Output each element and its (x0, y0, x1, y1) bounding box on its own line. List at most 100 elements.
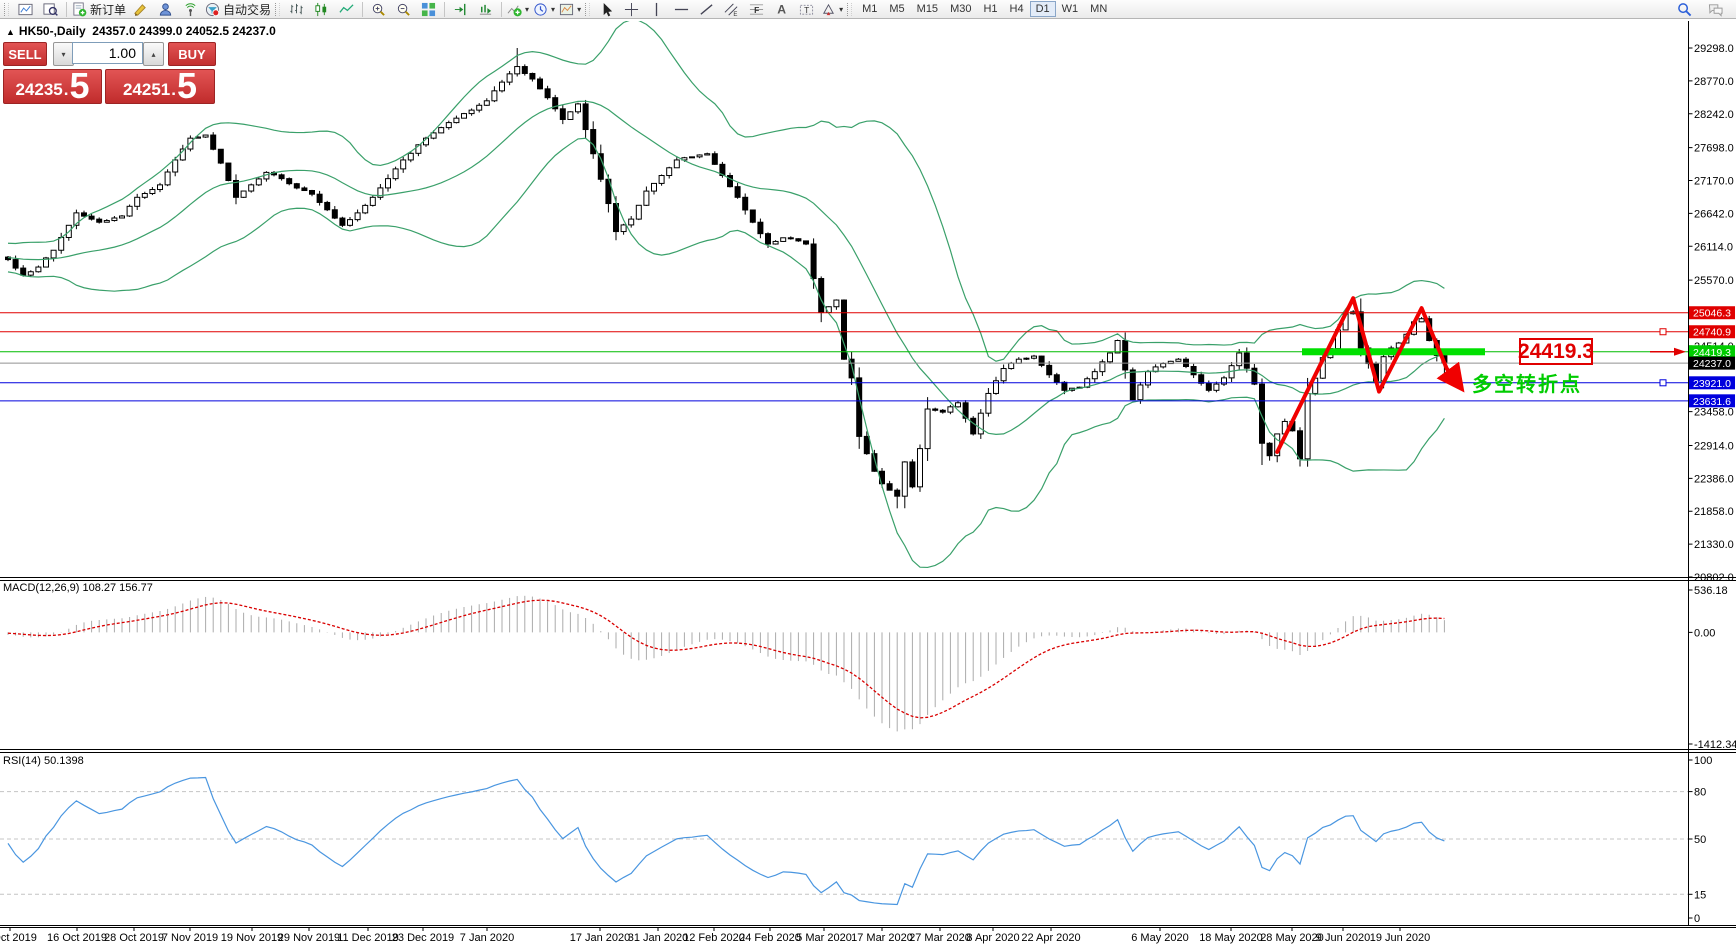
auto-trading-label: 自动交易 (223, 2, 272, 17)
volume-input[interactable]: 1.00 (72, 42, 143, 64)
clock-icon (533, 2, 548, 17)
trendline-tool-button[interactable] (694, 1, 719, 18)
macd-axis-label: 0.00 (1694, 627, 1715, 639)
main-toolbar: 新订单 自动交易 ▾ ▾ ▾ E F A T ▾ M1 M5 M15 M30 H1 H4 D1 W1 MN (0, 0, 1736, 19)
sell-price-button[interactable]: 24235. 5 (3, 65, 102, 107)
price-tick-label: 21330.0 (1694, 539, 1734, 551)
buy-button[interactable]: BUY (168, 42, 216, 66)
periods-dropdown-icon[interactable]: ▾ (551, 4, 556, 14)
price-label-text: 24419.3 (1693, 347, 1731, 359)
price-label-text: 23631.6 (1693, 396, 1731, 408)
turning-point-annotation[interactable]: 多空转折点 (1472, 374, 1582, 396)
equidistant-channel-tool-button[interactable]: E (719, 1, 744, 18)
timeframe-m30-button[interactable]: M30 (950, 3, 972, 15)
new-order-button[interactable]: 新订单 (70, 1, 128, 18)
text-tool-button[interactable]: A (769, 1, 794, 18)
price-tick-label: 29298.0 (1694, 43, 1734, 55)
tline-icon (699, 2, 714, 17)
date-tick-label: 12 Feb 2020 (683, 932, 745, 944)
label-icon: T (799, 2, 814, 17)
volume-increase-button[interactable]: ▴ (143, 42, 164, 66)
signal-icon (183, 2, 198, 17)
macd-panel[interactable] (7, 595, 1445, 732)
tile-windows-button[interactable] (416, 1, 441, 18)
zoom-out-button[interactable] (391, 1, 416, 18)
sell-price-pips: 5 (69, 65, 90, 107)
ohlc-values: 24357.0 24399.0 24052.5 24237.0 (92, 24, 276, 38)
price-label-box (1689, 376, 1735, 390)
price-label-box (1689, 306, 1735, 320)
timeframe-m15-button[interactable]: M15 (916, 3, 939, 15)
crosshair-icon (624, 2, 639, 17)
price-callout-label[interactable]: 24419.3 (1518, 338, 1594, 365)
macd-axis-label: -1412.34 (1694, 739, 1736, 751)
line-chart-mode-button[interactable] (334, 1, 359, 18)
price-tick-label: 25570.0 (1694, 275, 1734, 287)
timeframe-m5-button[interactable]: M5 (889, 3, 905, 15)
arrows-tool-dropdown-icon[interactable]: ▾ (839, 4, 844, 14)
cursor-button[interactable] (594, 1, 619, 18)
support-highlight-bar[interactable] (1302, 348, 1485, 356)
styler-button[interactable] (128, 1, 153, 18)
timeframe-d1-button[interactable]: D1 (1029, 1, 1056, 17)
text-label-tool-button[interactable]: T (794, 1, 819, 18)
buy-price-pips: 5 (176, 65, 198, 107)
chart-shift-button[interactable] (448, 1, 473, 18)
panel-collapse-icon[interactable]: ▲ (6, 27, 15, 37)
vertical-line-tool-button[interactable] (644, 1, 669, 18)
candles-icon (314, 2, 329, 17)
rsi-axis-label: 100 (1694, 755, 1712, 767)
price-label-box (1689, 394, 1735, 408)
macd-indicator-label: MACD(12,26,9) 108.27 156.77 (3, 582, 153, 594)
date-tick-label: 16 Oct 2019 (47, 932, 107, 944)
data-window-button[interactable] (38, 1, 63, 18)
price-axis[interactable]: 29298.0 28770.0 28242.0 27698.0 27170.0 26642… (1688, 43, 1736, 925)
templates-button[interactable]: ▾ (557, 1, 583, 18)
date-tick-label: 11 Dec 2019 (337, 932, 399, 944)
bar-chart-mode-button[interactable] (284, 1, 309, 18)
timeframe-w1-button[interactable]: W1 (1061, 3, 1079, 15)
macd-axis-label: 536.18 (1694, 585, 1728, 597)
charts-list-button[interactable] (13, 1, 38, 18)
toolbar-drag-handle (275, 2, 281, 16)
crosshair-button[interactable] (619, 1, 644, 18)
volume-decrease-button[interactable]: ▾ (53, 42, 74, 66)
auto-trading-button[interactable]: 自动交易 (203, 1, 273, 18)
chat-button[interactable] (1703, 1, 1728, 18)
indicators-button[interactable]: ▾ (505, 1, 531, 18)
chartlist-icon (18, 2, 33, 17)
zigzag-annotation[interactable] (1275, 296, 1449, 454)
candlestick-mode-button[interactable] (309, 1, 334, 18)
expert-advisors-button[interactable] (153, 1, 178, 18)
auto-scroll-button[interactable] (473, 1, 498, 18)
date-tick-label: 23 Dec 2019 (392, 932, 454, 944)
rsi-panel[interactable] (0, 776, 1689, 906)
hline-handle (1659, 328, 1667, 336)
date-tick-label: 19 Jun 2020 (1370, 932, 1431, 944)
timeframe-h1-button[interactable]: H1 (983, 3, 998, 15)
arrows-tool-button[interactable]: ▾ (819, 1, 845, 18)
templates-dropdown-icon[interactable]: ▾ (577, 4, 582, 14)
main-chart-panel[interactable] (0, 20, 1689, 569)
arrows-icon (821, 2, 836, 17)
date-tick-label: 4 Oct 2019 (0, 932, 37, 944)
indicators-dropdown-icon[interactable]: ▾ (525, 4, 530, 14)
timeframe-mn-button[interactable]: MN (1090, 3, 1108, 15)
fibonacci-tool-button[interactable]: F (744, 1, 769, 18)
buy-price-button[interactable]: 24251. 5 (105, 65, 215, 107)
horizontal-line-tool-button[interactable] (669, 1, 694, 18)
search-button[interactable] (1672, 1, 1697, 18)
zoom-in-button[interactable] (366, 1, 391, 18)
timeframe-h4-button[interactable]: H4 (1009, 3, 1024, 15)
timeframe-m1-button[interactable]: M1 (862, 3, 878, 15)
signals-button[interactable] (178, 1, 203, 18)
autoscroll-icon (478, 2, 493, 17)
text-icon: A (774, 2, 789, 17)
sell-button[interactable]: SELL (3, 42, 47, 66)
date-tick-label: 9 Jun 2020 (1316, 932, 1370, 944)
periods-button[interactable]: ▾ (531, 1, 557, 18)
rsi-axis-label: 80 (1694, 787, 1706, 799)
